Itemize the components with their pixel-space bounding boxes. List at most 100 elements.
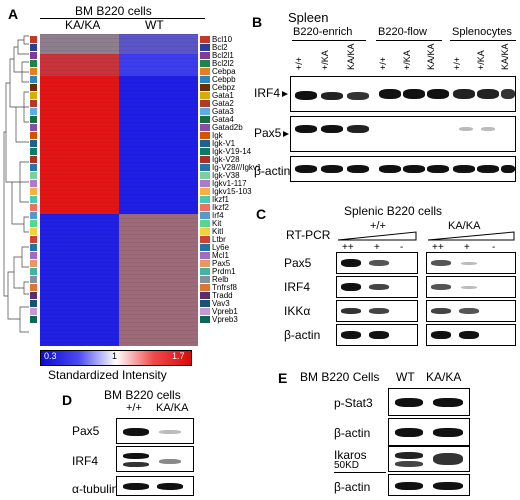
band — [501, 89, 515, 99]
band — [341, 259, 361, 267]
gene-swatch — [200, 124, 210, 131]
blot-d-tubulin — [116, 476, 194, 496]
panel-d-letter: D — [62, 392, 73, 408]
panel-a-title: BM B220 cells — [75, 4, 152, 18]
band — [431, 331, 451, 339]
band — [395, 452, 423, 459]
band — [369, 284, 389, 290]
row-label: β-actin — [334, 480, 371, 494]
left-swatch — [30, 292, 37, 299]
marker-line — [334, 472, 386, 473]
band — [427, 89, 449, 99]
row-label: IRF4 — [72, 454, 99, 468]
row-label: IRF4 — [284, 280, 311, 294]
lane-label: WT — [396, 370, 415, 384]
gene-swatch — [200, 164, 210, 171]
row-label: β-actin — [284, 328, 321, 342]
left-swatch — [30, 236, 37, 243]
band — [321, 165, 343, 173]
left-swatch — [30, 316, 37, 323]
gene-label: Bcl2l1 — [212, 51, 234, 60]
gene-label: Ly6e — [212, 243, 230, 252]
gene-label: Tnfrsf8 — [212, 283, 237, 292]
left-swatch — [30, 252, 37, 259]
lane-label: + — [374, 242, 380, 253]
left-swatch — [30, 244, 37, 251]
row-label: α-tubulin — [72, 482, 119, 496]
panel-d-title: BM B220 cells — [104, 388, 181, 402]
band — [395, 428, 423, 437]
gene-label: Igk — [212, 131, 223, 140]
gene-swatch — [200, 268, 210, 275]
band — [123, 483, 149, 490]
blot-pax5 — [290, 116, 516, 152]
left-swatch — [30, 172, 37, 179]
gene-label: Tradd — [212, 291, 233, 300]
band — [379, 165, 401, 173]
left-swatch — [30, 76, 37, 83]
gene-swatch — [200, 236, 210, 243]
blot-e-pstat3 — [388, 388, 470, 416]
gene-swatch — [200, 292, 210, 299]
band — [427, 165, 449, 173]
lane-label: - — [492, 242, 496, 253]
gene-label: Vpreb1 — [212, 307, 238, 316]
panel-a-col-kaka: KA/KA — [65, 18, 101, 32]
gene-label: Bcl10 — [212, 35, 233, 44]
gene-label: Bcl2 — [212, 43, 228, 52]
gene-label: Mcl1 — [212, 251, 229, 260]
gene-swatch — [200, 76, 210, 83]
gene-swatch — [200, 156, 210, 163]
group-label: Splenocytes — [452, 26, 512, 38]
group-rule — [292, 40, 366, 41]
left-swatch — [30, 84, 37, 91]
color-scale-bar — [40, 350, 192, 366]
gene-swatch — [200, 220, 210, 227]
blot-e-actin2 — [388, 474, 470, 496]
gene-label: Pax5 — [212, 259, 231, 268]
panel-c-letter: C — [256, 206, 267, 222]
band — [459, 308, 479, 314]
blot-d-irf4 — [116, 446, 194, 472]
gene-swatch — [200, 60, 210, 67]
gene-label: Igk-V28 — [212, 155, 240, 164]
blot-c-ikka-wt — [336, 300, 418, 322]
band — [379, 89, 401, 99]
gene-swatch — [200, 228, 210, 235]
band — [123, 428, 149, 436]
band — [459, 127, 473, 131]
band — [347, 125, 369, 133]
scale-title: Standardized Intensity — [48, 368, 167, 382]
gene-swatch — [200, 284, 210, 291]
band — [321, 92, 343, 100]
heat-block — [119, 34, 198, 54]
left-swatch — [30, 204, 37, 211]
gene-swatch — [200, 36, 210, 43]
scale-max-label: 1.7 — [172, 351, 185, 361]
lane-label: - — [400, 242, 404, 253]
group-rule — [376, 40, 442, 41]
band — [431, 284, 451, 290]
heat-block — [40, 214, 119, 346]
blot-c-irf4-ka — [426, 276, 516, 298]
blot-irf4 — [290, 76, 516, 112]
lane-label: KA/KA — [500, 43, 510, 70]
left-swatch — [30, 220, 37, 227]
heat-block — [119, 214, 198, 346]
gene-swatch — [200, 100, 210, 107]
gene-label: Igk-V19-14 — [212, 147, 252, 156]
left-swatch — [30, 60, 37, 67]
heat-block — [40, 76, 119, 214]
band — [347, 165, 369, 173]
lane-label: +/KA — [402, 50, 412, 70]
left-swatch — [30, 36, 37, 43]
band — [157, 483, 183, 490]
left-swatch — [30, 68, 37, 75]
gene-swatch — [200, 68, 210, 75]
left-swatch — [30, 228, 37, 235]
gene-swatch — [200, 148, 210, 155]
left-swatch — [30, 300, 37, 307]
left-swatch — [30, 188, 37, 195]
gene-swatch — [200, 116, 210, 123]
panel-e-title: BM B220 Cells — [300, 370, 380, 384]
